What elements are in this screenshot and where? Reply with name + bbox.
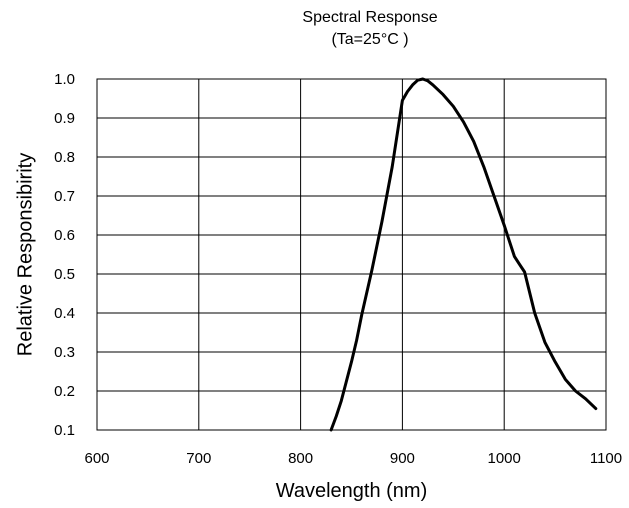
plot-frame (96, 78, 607, 431)
x-tick-label: 900 (390, 450, 415, 467)
x-tick-label: 800 (288, 450, 313, 467)
series-line (329, 77, 598, 432)
y-tick-labels: 0.1 0.2 0.3 0.4 0.5 0.6 0.7 0.8 0.9 1.0 (54, 71, 75, 439)
x-tick-labels: 600 700 800 900 1000 1100 (84, 450, 622, 467)
y-tick-label: 0.7 (54, 188, 75, 205)
grid-lines (96, 78, 607, 431)
y-axis-label: Relative Responsibirity (14, 153, 36, 356)
y-tick-label: 0.5 (54, 266, 75, 283)
x-tick-label: 600 (84, 450, 109, 467)
y-tick-label: 1.0 (54, 71, 75, 88)
y-tick-label: 0.8 (54, 149, 75, 166)
x-axis-label: Wavelength (nm) (276, 480, 428, 502)
y-tick-label: 0.9 (54, 110, 75, 127)
y-tick-label: 0.1 (54, 422, 75, 439)
chart-subtitle: (Ta=25°C ) (331, 31, 409, 48)
x-tick-label: 700 (186, 450, 211, 467)
x-tick-label: 1100 (590, 450, 622, 467)
x-tick-label: 1000 (488, 450, 521, 467)
chart-title: Spectral Response (302, 9, 438, 26)
y-tick-label: 0.3 (54, 344, 75, 361)
y-tick-label: 0.4 (54, 305, 75, 322)
y-tick-label: 0.6 (54, 227, 75, 244)
y-tick-label: 0.2 (54, 383, 75, 400)
